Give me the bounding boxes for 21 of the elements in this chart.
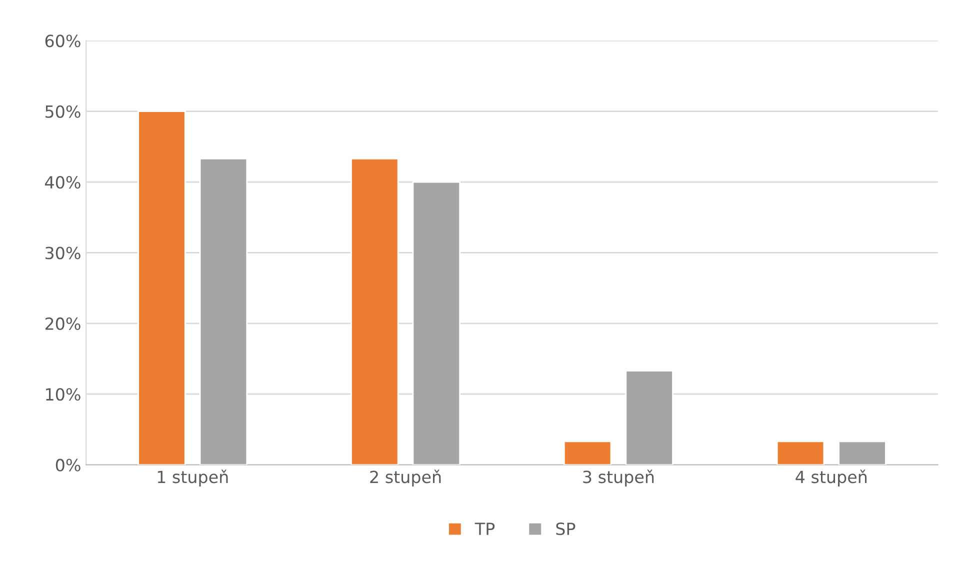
- x-tick-label: 1 stupeň: [158, 470, 228, 486]
- bar: [563, 440, 612, 465]
- y-tick-label: 10%: [46, 388, 80, 401]
- bar: [412, 181, 461, 465]
- x-tick-label: 4 stupeň: [796, 470, 867, 486]
- bar: [838, 440, 886, 465]
- legend-label: TP: [474, 522, 495, 535]
- legend-label: SP: [556, 522, 576, 536]
- x-tick-label: 3 stupeň: [583, 470, 654, 486]
- x-tick-label: 2 stupeň: [370, 470, 441, 486]
- y-tick-label: 60%: [45, 34, 80, 48]
- y-tick-label: 40%: [45, 176, 80, 189]
- y-tick-label: 30%: [45, 246, 80, 260]
- y-tick-label: 0%: [56, 458, 80, 472]
- y-tick-label: 50%: [46, 105, 80, 118]
- bar: [350, 158, 399, 465]
- bar: [138, 110, 186, 465]
- bar: [199, 158, 248, 465]
- y-tick-label: 20%: [45, 317, 80, 330]
- bar: [625, 370, 674, 465]
- bar: [776, 440, 825, 465]
